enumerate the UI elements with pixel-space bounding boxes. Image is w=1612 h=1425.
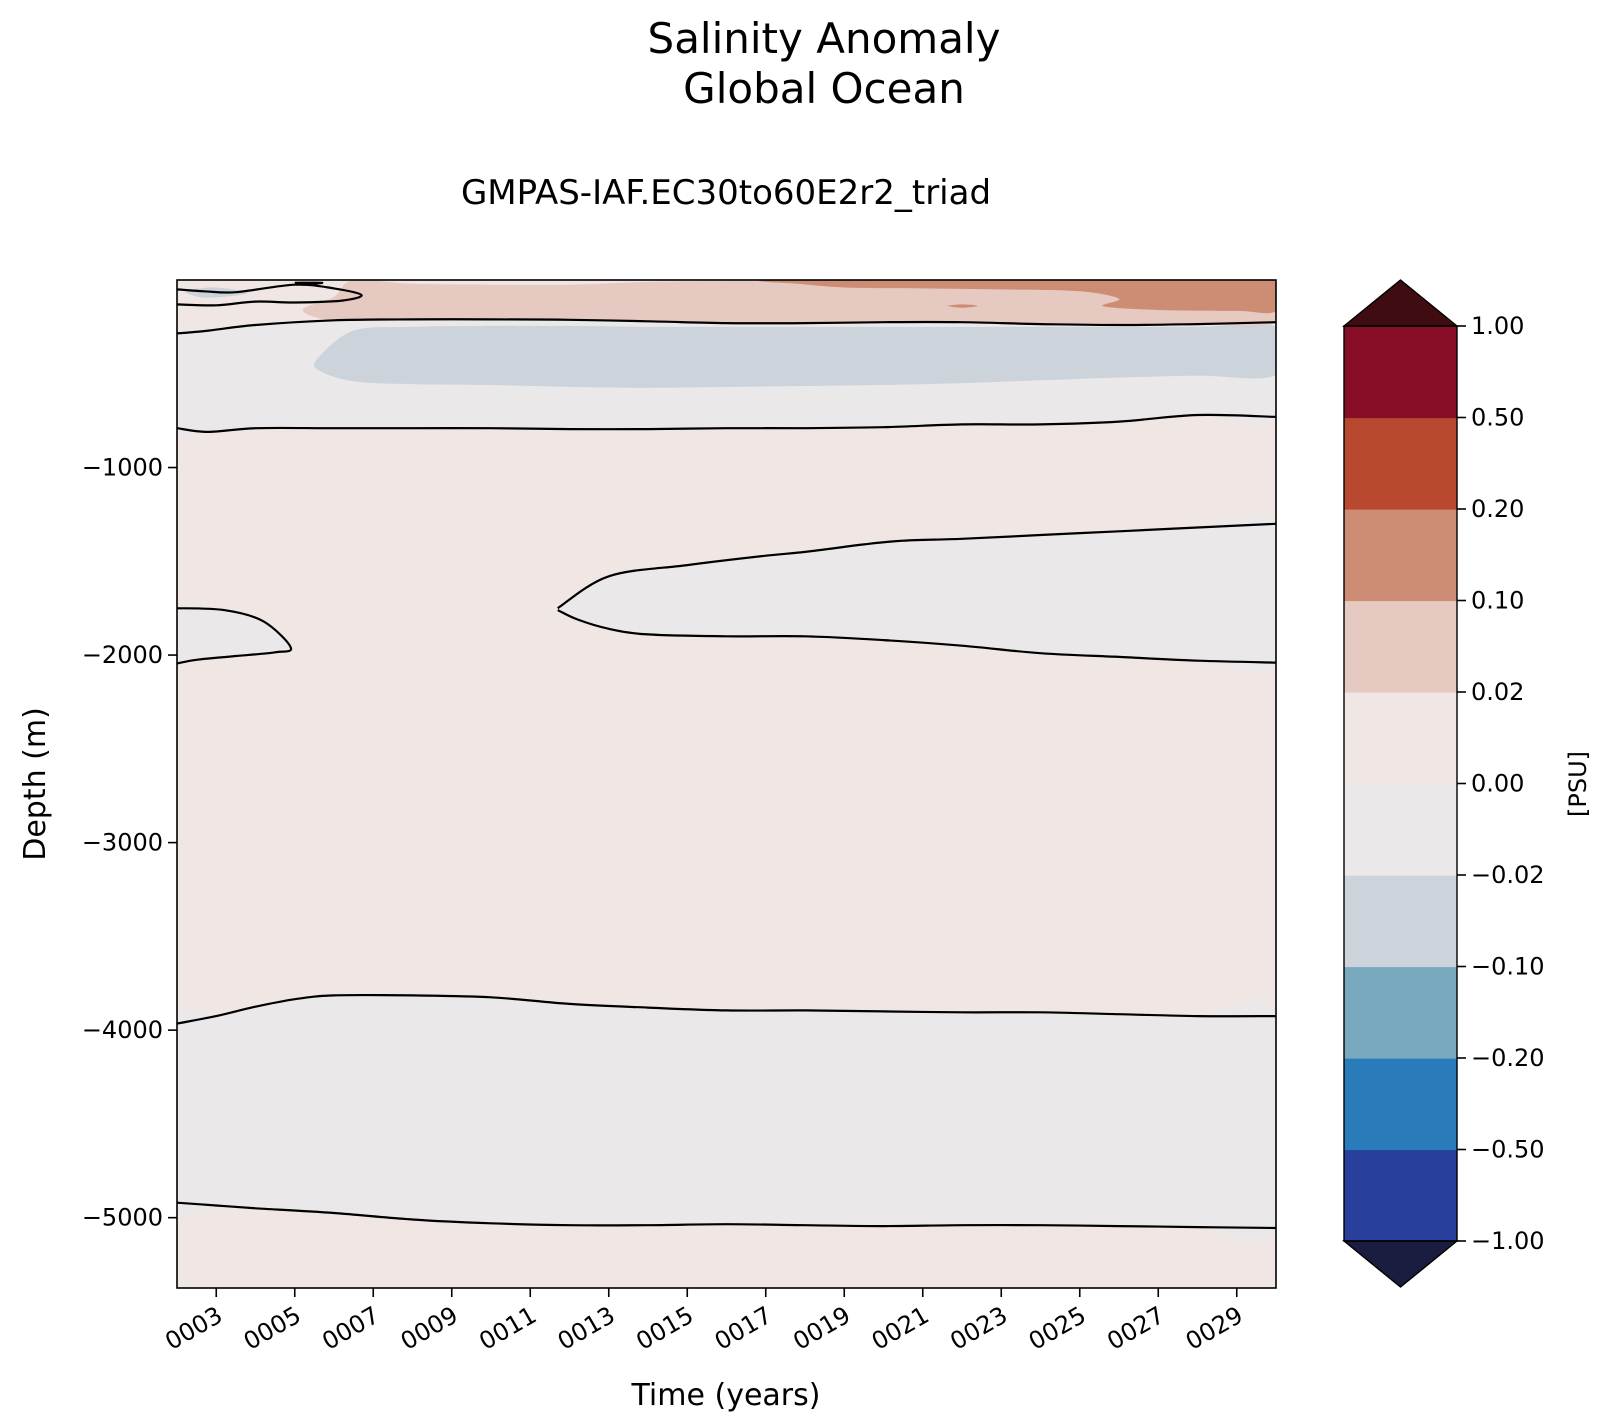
colorbar-bin bbox=[1344, 509, 1457, 602]
colorbar-tick-label: −0.50 bbox=[1471, 1136, 1545, 1164]
x-tick-label: 0017 bbox=[710, 1301, 777, 1356]
colorbar-tick-label: −0.10 bbox=[1471, 953, 1545, 981]
contour-fill-region bbox=[944, 304, 978, 308]
colorbar-label: [PSU] bbox=[1564, 751, 1592, 817]
contour-line bbox=[557, 609, 1276, 664]
contour-line bbox=[177, 413, 1276, 434]
contour-lines bbox=[177, 281, 1276, 1230]
x-tick-label: 0021 bbox=[867, 1301, 934, 1356]
x-axis-ticks: 0003 0005 0007 0009 0011 0013 0015 0017 0019 0021… bbox=[160, 1288, 1248, 1356]
colorbar-bin bbox=[1344, 875, 1457, 968]
colorbar-tick-label: −1.00 bbox=[1471, 1227, 1545, 1255]
x-tick-label: 0019 bbox=[788, 1301, 855, 1356]
x-tick-label: 0023 bbox=[945, 1301, 1012, 1356]
x-tick-label: 0005 bbox=[239, 1301, 306, 1356]
contour-fill-region bbox=[177, 995, 1276, 1244]
x-tick-label: 0007 bbox=[317, 1301, 384, 1356]
x-tick-label: 0003 bbox=[160, 1301, 227, 1356]
contour-fill-region bbox=[758, 280, 1276, 314]
contour-fill-region bbox=[177, 604, 292, 667]
y-tick-label: −3000 bbox=[82, 829, 163, 857]
colorbar-bin bbox=[1344, 326, 1457, 419]
x-tick-label: 0009 bbox=[396, 1301, 463, 1356]
colorbar-bin bbox=[1344, 1058, 1457, 1151]
contour-line bbox=[177, 607, 293, 665]
contour-fill-region bbox=[313, 323, 1276, 388]
colorbar-bin bbox=[1344, 966, 1457, 1059]
y-tick-label: −4000 bbox=[82, 1016, 163, 1044]
y-axis-ticks: −1000 −2000 −3000 −4000 −5000 bbox=[82, 454, 177, 1232]
colorbar-under-arrow bbox=[1342, 1240, 1459, 1288]
colorbar-bin bbox=[1344, 417, 1457, 510]
colorbar-tick-label: 0.10 bbox=[1471, 587, 1524, 615]
x-tick-label: 0025 bbox=[1024, 1301, 1091, 1356]
x-axis-label: Time (years) bbox=[631, 1378, 821, 1413]
x-tick-label: 0029 bbox=[1181, 1301, 1248, 1356]
colorbar-tick-label: −0.02 bbox=[1471, 861, 1545, 889]
chart-subtitle: Global Ocean bbox=[683, 64, 965, 113]
colorbar-bin bbox=[1344, 600, 1457, 693]
colorbar-tick-label: 0.00 bbox=[1471, 770, 1524, 798]
contour-line bbox=[177, 993, 1276, 1025]
y-tick-label: −2000 bbox=[82, 641, 163, 669]
colorbar-tick-label: 0.20 bbox=[1471, 495, 1524, 523]
contour-line bbox=[294, 281, 324, 286]
x-tick-label: 0011 bbox=[474, 1301, 541, 1356]
colorbar-bin bbox=[1344, 783, 1457, 876]
colorbar-tick-label: 1.00 bbox=[1471, 312, 1524, 340]
x-tick-label: 0013 bbox=[553, 1301, 620, 1356]
contour-line bbox=[177, 283, 363, 307]
contour-line bbox=[177, 1201, 1276, 1230]
x-tick-label: 0015 bbox=[631, 1301, 698, 1356]
contour-line bbox=[177, 318, 1276, 335]
colorbar-bin bbox=[1344, 692, 1457, 785]
colorbar: −1.00 −0.50 −0.20 −0.10 −0.02 0.00 0.02 0.10 0.2… bbox=[1342, 279, 1545, 1288]
contour-fill-region bbox=[302, 280, 1276, 326]
contour-line bbox=[557, 522, 1276, 610]
filled-contour-regions bbox=[177, 280, 1276, 1244]
y-tick-label: −5000 bbox=[82, 1204, 163, 1232]
contour-fill-region bbox=[553, 514, 1276, 673]
chart-title: Salinity Anomaly bbox=[648, 14, 1001, 63]
y-axis-label: Depth (m) bbox=[18, 707, 53, 861]
colorbar-over-arrow bbox=[1342, 279, 1459, 327]
run-name-label: GMPAS-IAF.EC30to60E2r2_triad bbox=[461, 173, 991, 213]
colorbar-tick-label: 0.02 bbox=[1471, 678, 1524, 706]
colorbar-bin bbox=[1344, 1149, 1457, 1242]
colorbar-tick-label: 0.50 bbox=[1471, 404, 1524, 432]
x-tick-label: 0027 bbox=[1102, 1301, 1169, 1356]
y-tick-label: −1000 bbox=[82, 454, 163, 482]
plot-frame bbox=[176, 279, 1277, 1289]
colorbar-tick-label: −0.20 bbox=[1471, 1044, 1545, 1072]
